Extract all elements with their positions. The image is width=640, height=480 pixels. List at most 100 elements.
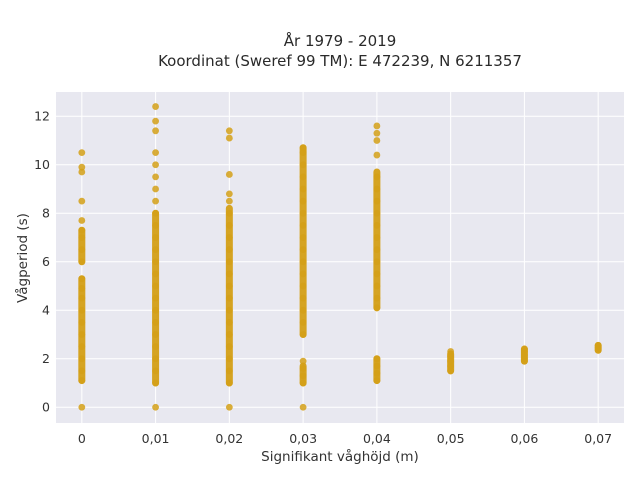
y-tick-label: 2 xyxy=(42,351,50,366)
data-point xyxy=(152,294,159,302)
y-tick-label: 0 xyxy=(42,400,50,415)
data-point xyxy=(152,221,159,229)
data-point xyxy=(299,379,307,387)
data-point xyxy=(78,318,86,326)
data-point xyxy=(373,137,381,144)
gridlines xyxy=(56,92,624,423)
data-point xyxy=(299,234,307,241)
data-point xyxy=(225,343,233,351)
data-point xyxy=(299,270,307,278)
data-point xyxy=(299,173,307,181)
data-point xyxy=(447,367,455,375)
data-point xyxy=(78,331,86,338)
data-point xyxy=(299,306,307,314)
data-point xyxy=(78,355,86,363)
data-point xyxy=(373,185,381,193)
data-points xyxy=(78,103,602,411)
data-point xyxy=(225,258,233,266)
data-point xyxy=(225,367,233,375)
data-point xyxy=(152,331,159,338)
data-point xyxy=(447,357,455,365)
data-point xyxy=(225,209,233,217)
data-point xyxy=(373,304,381,312)
data-point xyxy=(225,282,233,290)
data-point xyxy=(225,355,233,363)
x-axis-label: Signifikant våghöjd (m) xyxy=(261,448,419,465)
x-tick-label: 0,06 xyxy=(510,431,538,446)
data-point xyxy=(299,144,307,152)
data-point xyxy=(152,270,159,278)
y-tick-label: 10 xyxy=(34,157,50,172)
data-point xyxy=(78,234,86,241)
data-point xyxy=(225,318,233,326)
data-point xyxy=(152,258,159,266)
data-point xyxy=(152,246,159,254)
y-tick-label: 8 xyxy=(42,206,50,221)
data-point xyxy=(152,197,159,205)
data-point xyxy=(78,377,86,384)
data-point xyxy=(299,372,307,380)
data-point xyxy=(152,379,159,387)
data-point xyxy=(78,246,86,254)
data-point xyxy=(152,306,159,314)
data-point xyxy=(299,161,307,169)
data-point xyxy=(225,190,233,198)
data-point xyxy=(299,331,307,338)
data-point xyxy=(78,403,86,411)
data-point xyxy=(373,173,381,181)
data-point xyxy=(373,197,381,205)
data-point xyxy=(78,226,86,234)
data-point xyxy=(299,197,307,205)
data-point xyxy=(373,377,381,384)
data-point xyxy=(225,134,233,142)
data-point xyxy=(78,217,86,224)
data-point xyxy=(299,403,307,411)
data-point xyxy=(225,246,233,254)
data-point xyxy=(152,161,159,169)
data-point xyxy=(152,355,159,363)
data-point xyxy=(152,103,159,110)
y-axis-ticks: 0 2 4 6 8 10 12 xyxy=(34,109,50,415)
x-tick-label: 0,02 xyxy=(215,431,243,446)
data-point xyxy=(152,173,159,181)
data-point xyxy=(299,318,307,326)
data-point xyxy=(78,258,86,266)
data-point xyxy=(78,343,86,351)
data-point xyxy=(152,318,159,326)
data-point xyxy=(78,197,86,205)
data-point xyxy=(299,246,307,254)
data-point xyxy=(152,209,159,217)
x-tick-label: 0,07 xyxy=(584,431,612,446)
data-point xyxy=(225,331,233,338)
x-tick-label: 0,04 xyxy=(363,431,391,446)
data-point xyxy=(594,342,602,349)
data-point xyxy=(299,185,307,193)
y-axis-label: Vågperiod (s) xyxy=(14,213,31,303)
data-point xyxy=(225,379,233,387)
data-point xyxy=(373,209,381,217)
data-point xyxy=(152,282,159,290)
data-point xyxy=(78,294,86,302)
data-point xyxy=(78,367,86,375)
data-point xyxy=(299,365,307,372)
data-point xyxy=(299,221,307,229)
data-point xyxy=(225,234,233,241)
data-point xyxy=(373,122,381,130)
data-point xyxy=(78,149,86,157)
data-point xyxy=(373,234,381,241)
data-point xyxy=(225,171,233,178)
chart-title-line-2: Koordinat (Sweref 99 TM): E 472239, N 62… xyxy=(158,52,522,70)
x-tick-label: 0,01 xyxy=(142,431,170,446)
data-point xyxy=(225,270,233,278)
data-point xyxy=(521,345,528,353)
plot-area xyxy=(56,92,624,423)
data-point xyxy=(373,129,381,137)
data-point xyxy=(373,369,381,377)
y-tick-label: 4 xyxy=(42,303,50,318)
data-point xyxy=(447,348,455,355)
data-point xyxy=(78,306,86,314)
data-point xyxy=(225,221,233,229)
data-point xyxy=(152,185,159,193)
data-point xyxy=(152,403,159,411)
